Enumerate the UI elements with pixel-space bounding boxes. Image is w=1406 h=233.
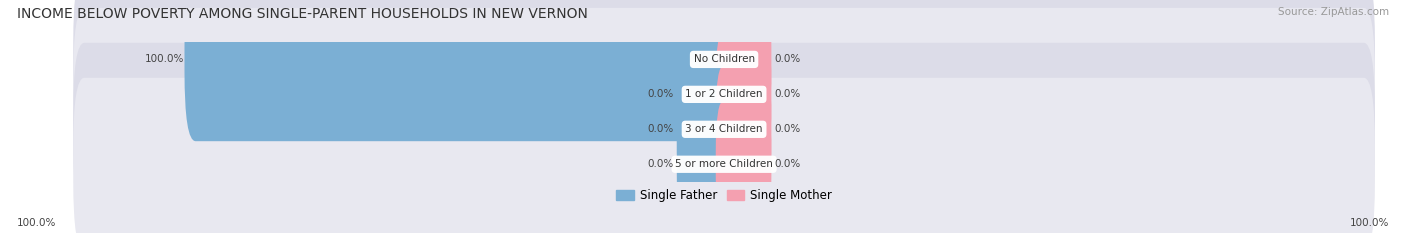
Text: No Children: No Children <box>693 55 755 64</box>
Text: 0.0%: 0.0% <box>648 124 673 134</box>
Text: Source: ZipAtlas.com: Source: ZipAtlas.com <box>1278 7 1389 17</box>
Text: 0.0%: 0.0% <box>775 55 800 64</box>
FancyBboxPatch shape <box>676 100 733 229</box>
FancyBboxPatch shape <box>676 30 733 159</box>
Text: 0.0%: 0.0% <box>648 159 673 169</box>
Text: 0.0%: 0.0% <box>648 89 673 99</box>
Text: 1 or 2 Children: 1 or 2 Children <box>685 89 763 99</box>
Text: 3 or 4 Children: 3 or 4 Children <box>685 124 763 134</box>
FancyBboxPatch shape <box>716 0 772 124</box>
Text: INCOME BELOW POVERTY AMONG SINGLE-PARENT HOUSEHOLDS IN NEW VERNON: INCOME BELOW POVERTY AMONG SINGLE-PARENT… <box>17 7 588 21</box>
FancyBboxPatch shape <box>716 65 772 194</box>
FancyBboxPatch shape <box>73 43 1375 216</box>
Legend: Single Father, Single Mother: Single Father, Single Mother <box>612 184 837 207</box>
Text: 100.0%: 100.0% <box>145 55 184 64</box>
Text: 5 or more Children: 5 or more Children <box>675 159 773 169</box>
FancyBboxPatch shape <box>73 0 1375 146</box>
FancyBboxPatch shape <box>716 100 772 229</box>
FancyBboxPatch shape <box>73 8 1375 181</box>
FancyBboxPatch shape <box>676 65 733 194</box>
Text: 0.0%: 0.0% <box>775 124 800 134</box>
Text: 100.0%: 100.0% <box>1350 218 1389 228</box>
FancyBboxPatch shape <box>73 78 1375 233</box>
FancyBboxPatch shape <box>184 0 735 141</box>
Text: 0.0%: 0.0% <box>775 159 800 169</box>
Text: 0.0%: 0.0% <box>775 89 800 99</box>
FancyBboxPatch shape <box>716 30 772 159</box>
Text: 100.0%: 100.0% <box>17 218 56 228</box>
